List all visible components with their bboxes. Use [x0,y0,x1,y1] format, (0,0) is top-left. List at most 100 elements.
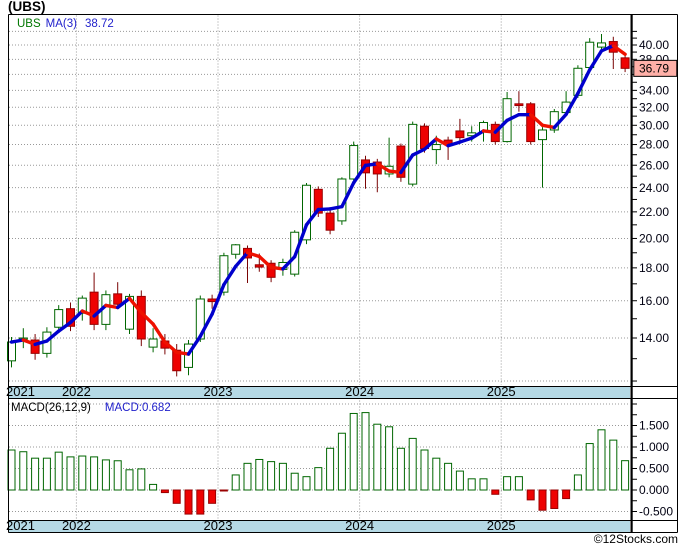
ma3-line-segment [363,162,379,168]
macd-axis-label: 1.000 [639,440,669,454]
candle-down [396,145,406,178]
price-axis-label: 30.00 [639,118,669,132]
macd-bar-negative [562,489,571,500]
macd-bar-positive [255,458,264,491]
year-label: 2021 [6,518,35,533]
candle-down [620,57,630,69]
ma3-line-segment [198,312,214,339]
ma3-line-segment [163,340,179,355]
year-label: 2024 [345,518,374,533]
ma3-line-segment [328,204,344,211]
macd-legend: MACD(26,12,9) MACD:0.682 [11,402,171,414]
macd-bar-positive [326,447,335,491]
macd-bar-positive [125,469,134,491]
price-axis-label: 26.00 [639,158,669,172]
ma3-line-segment [505,112,521,123]
ma3-line-segment [21,338,37,347]
macd-bar-negative [538,489,547,511]
ma3-line-segment [57,320,73,333]
ma3-line-segment [375,162,391,173]
ma3-line-segment [529,112,545,127]
year-label: 2025 [487,384,516,399]
candle-down [455,130,465,139]
candle-down [113,293,123,305]
macd-bar-negative [491,489,500,495]
macd-bar-positive [444,462,453,491]
x-axis-band-upper [9,386,630,399]
macd-bar-positive [314,467,323,491]
macd-bar-positive [385,426,394,491]
ma3-line-segment [210,282,226,316]
ma3-line-segment [222,264,238,287]
candle-down [266,262,276,278]
candle-up [597,42,606,48]
candle-down [313,188,323,214]
candle-down [30,339,40,354]
ma3-line-segment [257,254,273,270]
ma3-line-segment [599,44,615,53]
ma3-line-segment [174,350,191,356]
ma3-line-segment [151,322,167,344]
macd-bar-negative [208,489,217,504]
ma3-line-segment [399,153,415,175]
candle-up [219,255,229,293]
year-label: 2024 [345,384,374,399]
macd-bar-positive [503,476,512,491]
ma3-line-segment [316,207,332,212]
candle-down [89,291,99,325]
ma3-line-segment [458,136,474,144]
macd-axis-label: 0.000 [639,483,669,497]
year-label: 2023 [204,518,233,533]
x-axis-band-lower [9,520,630,533]
candle-down [207,298,217,303]
ma3-line-segment [245,251,261,259]
candle-down [136,295,146,340]
macd-bar-positive [573,474,582,491]
ma3-line-segment [33,339,49,347]
ma3-line-segment [269,265,285,271]
macd-bar-negative [184,489,193,515]
year-label: 2022 [62,384,91,399]
ma3-line-segment [470,129,486,140]
year-label: 2023 [204,384,233,399]
macd-bar-positive [137,468,146,491]
macd-bar-positive [31,457,40,491]
ma3-line-segment [446,140,462,148]
macd-axis-label: 0.500 [639,462,669,476]
candle-up [125,295,134,330]
macd-bar-negative [550,489,559,509]
candle-down [325,212,335,231]
ma3-line-segment [576,68,592,96]
macd-bar-positive [455,470,464,491]
macd-bar-positive [514,476,523,491]
candle-down [514,103,524,107]
axis-separator [630,14,633,533]
ma3-line-segment [104,303,120,310]
macd-bar-positive [609,439,618,491]
symbol-label: UBS [17,18,41,30]
main-chart-legend: UBS MA(3) 38.72 [17,18,114,30]
candle-up [349,145,359,180]
macd-bar-positive [479,478,488,491]
macd-bar-negative [160,489,169,494]
ma3-line-segment [434,137,450,148]
ma3-line-segment [186,334,203,356]
macd-bar-positive [149,483,158,491]
price-axis-label: 32.00 [639,100,669,114]
price-axis-label: 28.00 [639,138,669,152]
current-price-label: 36.79 [639,62,669,76]
ma3-line-segment [611,44,627,56]
macd-bar-positive [396,447,405,491]
macd-bar-positive [302,476,311,491]
price-axis-label: 24.00 [639,181,669,195]
macd-bar-negative [196,489,205,515]
price-axis-label: 34.00 [639,84,669,98]
macd-bar-positive [349,412,358,491]
macd-axis-label: 1.500 [639,419,669,433]
macd-bar-positive [113,460,122,491]
macd-bar-positive [278,462,287,491]
macd-value-label: MACD:0.682 [104,402,171,414]
year-label: 2021 [6,384,35,399]
macd-bar-positive [19,451,28,491]
macd-bar-positive [432,457,441,491]
